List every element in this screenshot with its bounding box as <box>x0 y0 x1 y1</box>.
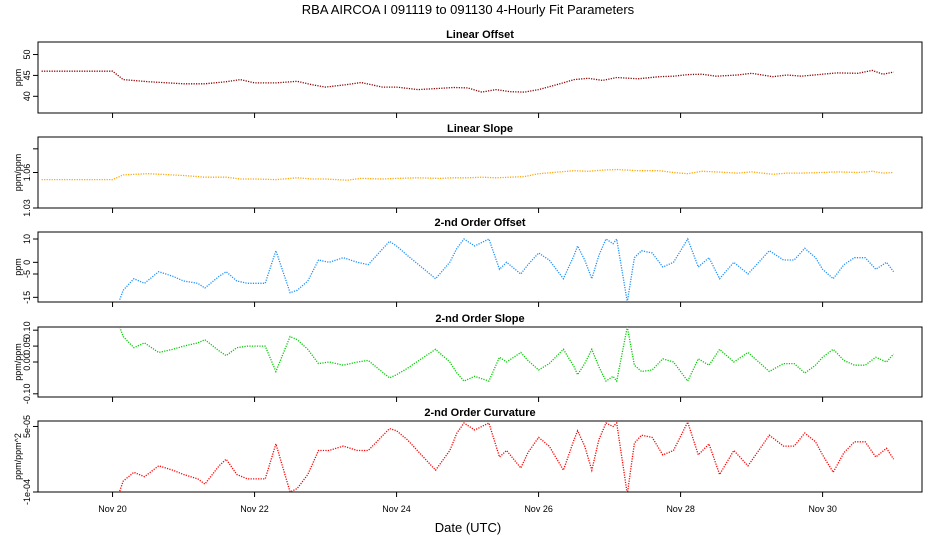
plot-frame <box>37 231 923 303</box>
y-axis-label: ppm/ppm <box>13 154 23 192</box>
y-tick-label: 0 <box>22 260 32 265</box>
panel-1: Linear Offset ppm 40 45 50 <box>13 29 923 118</box>
y-axis-label: ppm <box>13 69 23 87</box>
y-tick-label: 50 <box>22 50 32 60</box>
y-tick-label: 5e-05 <box>22 415 32 438</box>
y-tick-label: 10 <box>22 234 32 244</box>
y-tick-label: -1e-04 <box>22 479 32 505</box>
panel-5: 2-nd Order Curvature ppm/ppm^2-1e-04 5e-05 <box>13 407 923 505</box>
x-tick-label: Nov 22 <box>240 504 269 514</box>
y-tick-label: -5 <box>22 270 32 278</box>
x-axis: Nov 20 Nov 22 Nov 24 Nov 26 Nov 28 Nov 30 <box>98 504 837 514</box>
y-tick-label: -15 <box>22 291 32 304</box>
x-tick-label: Nov 26 <box>524 504 553 514</box>
y-axis-label: ppm/ppm <box>13 343 23 381</box>
series-line <box>119 327 895 383</box>
panel-title: Linear Slope <box>447 123 513 135</box>
y-axis-label: ppm/ppm^2 <box>13 433 23 480</box>
panel-title: 2-nd Order Offset <box>434 217 525 229</box>
y-tick-label: 40 <box>22 91 32 101</box>
panel-title: Linear Offset <box>446 29 514 41</box>
x-tick-label: Nov 30 <box>808 504 837 514</box>
plot-frame <box>37 420 923 493</box>
y-tick-label: -0.10 <box>22 384 32 405</box>
plot-frame <box>37 326 923 398</box>
y-tick-label: 0.05 <box>22 337 32 355</box>
panel-4: 2-nd Order Slope ppm/ppm -0.10 0.000.050.10 <box>13 313 923 405</box>
x-tick-label: Nov 24 <box>382 504 411 514</box>
series-line <box>119 237 895 302</box>
x-tick-label: Nov 28 <box>666 504 695 514</box>
series-line <box>41 69 894 93</box>
y-axis-label: ppm <box>13 258 23 276</box>
chart-title: RBA AIRCOA I 091119 to 091130 4-Hourly F… <box>302 2 635 17</box>
panel-3: 2-nd Order Offset ppm -15 -5 0 10 <box>13 217 923 307</box>
y-tick-label: 0.00 <box>22 353 32 371</box>
y-tick-label: 45 <box>22 70 32 80</box>
y-tick-label: 1.03 <box>22 199 32 217</box>
series-line <box>41 168 894 181</box>
panel-title: 2-nd Order Curvature <box>424 407 535 419</box>
y-tick-label: 0.10 <box>22 321 32 339</box>
x-tick-label: Nov 20 <box>98 504 127 514</box>
panel-title: 2-nd Order Slope <box>435 313 524 325</box>
x-axis-label: Date (UTC) <box>435 520 501 535</box>
panel-2: Linear Slope ppm/ppm 1.03 1.06 <box>13 123 923 217</box>
plot-frame <box>37 41 923 114</box>
series-line <box>119 421 895 492</box>
y-tick-label: 1.06 <box>22 164 32 182</box>
panels: Linear Offset ppm 40 45 50 Linear Slope ppm/pp… <box>13 29 923 505</box>
